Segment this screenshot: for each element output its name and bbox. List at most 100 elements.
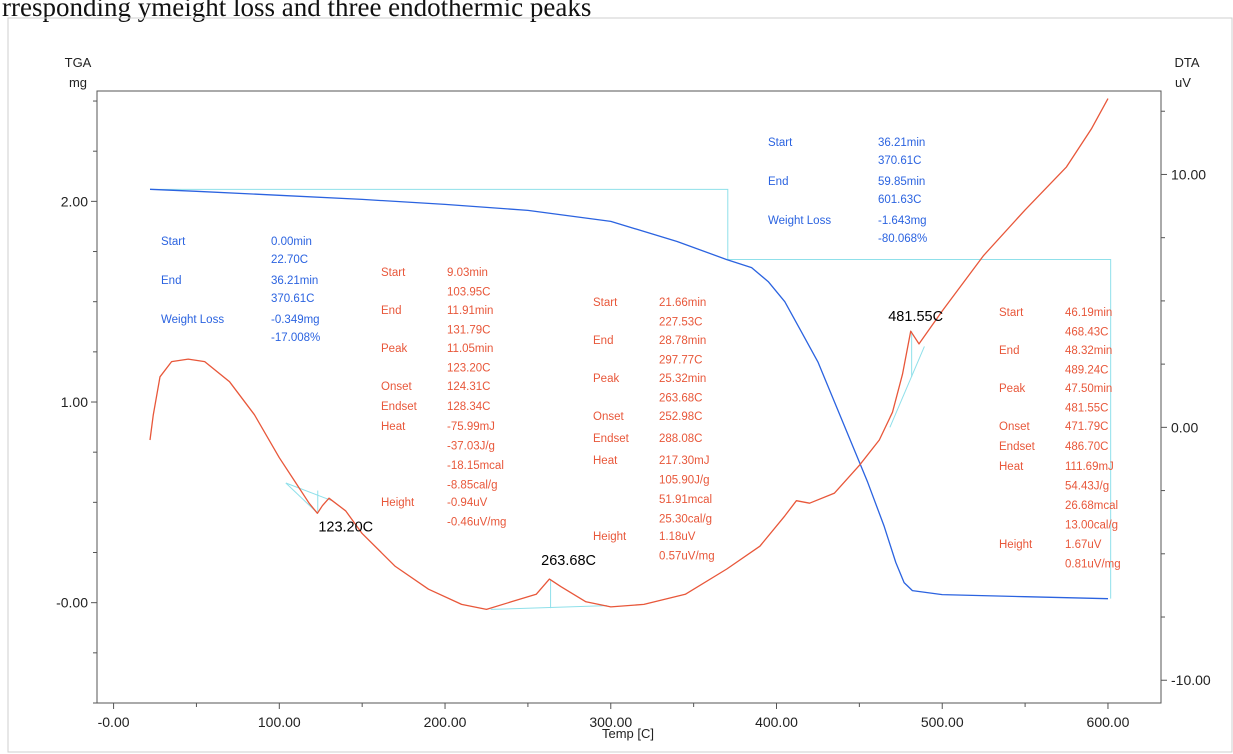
x-axis-label: Temp [C] (602, 726, 654, 741)
dta-curve (149, 98, 1109, 611)
dta-peak3-annotation-value: 489.24C (1065, 365, 1108, 377)
tga-step1-annotation-key: Weight Loss (161, 314, 224, 326)
dta-peak2-annotation-key: Heat (593, 455, 618, 467)
dta-peak1-annotation-key: End (381, 305, 401, 317)
dta-peak2-annotation-key: Onset (593, 411, 624, 423)
dta-peak3-annotation-key: Height (999, 539, 1033, 551)
tga-step1-annotation-value: 0.00min (271, 236, 312, 248)
tga-step2-annotation-key: End (768, 176, 788, 188)
peak-label: 263.68C (541, 553, 596, 569)
dta-peak1-baseline (285, 482, 333, 502)
dta-peak1-annotation-value: -75.99mJ (447, 421, 495, 433)
tga-step2-annotation-value: 59.85min (878, 176, 925, 188)
x-tick-label: 500.00 (921, 714, 964, 730)
y-left-label-unit: mg (69, 75, 87, 90)
x-tick-label: 300.00 (589, 714, 632, 730)
y-right-label-top: DTA (1174, 55, 1199, 70)
dta-peak1-annotation-value: -18.15mcal (447, 460, 504, 472)
dta-peak1-annotation-value: -0.94uV (447, 497, 488, 509)
dta-peak1-annotation-value: 11.05min (447, 343, 493, 355)
dta-peak1-annotation-key: Endset (381, 401, 418, 413)
tga-step1-bracket (150, 188, 729, 260)
dta-peak2-annotation-value: 105.90J/g (659, 475, 710, 487)
dta-peak1-annotation-key: Height (381, 497, 415, 509)
dta-peak3-baseline (889, 346, 925, 428)
dta-peak1-annotation-value: 11.91min (447, 305, 493, 317)
dta-peak3-annotation-key: End (999, 345, 1019, 357)
dta-peak3-annotation-key: Endset (999, 441, 1036, 453)
tga-step2-annotation-value: 601.63C (878, 194, 921, 206)
tga-step1-annotation-value: -0.349mg (271, 314, 320, 326)
tga-step1-annotation-value: 36.21min (271, 275, 318, 287)
dta-peak2-annotation-value: 252.98C (659, 411, 702, 423)
plot-area (96, 90, 1162, 704)
dta-peak3-annotation-value: 54.43J/g (1065, 481, 1109, 493)
tga-step2-bracket (727, 259, 1112, 599)
x-tick-label: 600.00 (1087, 714, 1130, 730)
dta-peak1-annotation-value: 128.34C (447, 401, 490, 413)
y-left-tick-label: 1.00 (61, 394, 88, 410)
dta-peak2-annotation-value: 0.57uV/mg (659, 551, 715, 563)
dta-peak3-annotation-value: 26.68mcal (1065, 500, 1118, 512)
tga-step1-annotation-value: 370.61C (271, 293, 314, 305)
dta-peak2-annotation-value: 217.30mJ (659, 455, 710, 467)
dta-peak1-annotation-value: 9.03min (447, 267, 488, 279)
dta-peak3-annotation-value: 13.00cal/g (1065, 520, 1118, 532)
dta-peak3-annotation-key: Peak (999, 383, 1025, 395)
tga-curve (149, 188, 1109, 600)
tga-step2-annotation-value: -80.068% (878, 233, 927, 245)
dta-peak3-annotation-value: 46.19min (1065, 307, 1112, 319)
tga-step1-annotation-value: 22.70C (271, 254, 308, 266)
dta-peak3-annotation-key: Onset (999, 421, 1030, 433)
dta-peak2-annotation-value: 288.08C (659, 433, 702, 445)
y-left-tick-label: 2.00 (61, 193, 88, 209)
tga-step2-annotation-key: Start (768, 137, 793, 149)
dta-peak1-annotation-value: 123.20C (447, 363, 490, 375)
dta-peak1-annotation-value: -8.85cal/g (447, 480, 498, 492)
dta-peak2-annotation-key: Height (593, 531, 627, 543)
caption-text: rresponding ymeight loss and three endot… (2, 0, 592, 22)
y-right-tick-label: 0.00 (1171, 419, 1198, 435)
tga-step2-annotation-key: Weight Loss (768, 215, 831, 227)
dta-peak2-baseline (490, 605, 608, 610)
dta-peak1-annotation-key: Start (381, 267, 406, 279)
dta-peak2-annotation-value: 1.18uV (659, 531, 696, 543)
x-tick-label: -0.00 (98, 714, 130, 730)
dta-peak2-annotation-value: 25.30cal/g (659, 514, 712, 526)
tga-step1-annotation-key: Start (161, 236, 186, 248)
peak-label: 481.55C (888, 309, 943, 325)
peak-label: 123.20C (318, 519, 373, 535)
dta-peak1-annotation-value: 124.31C (447, 381, 490, 393)
x-tick-label: 100.00 (258, 714, 301, 730)
x-tick-label: 400.00 (755, 714, 798, 730)
dta-peak2-annotation-key: Start (593, 297, 618, 309)
y-right-tick-label: -10.00 (1171, 672, 1211, 688)
dta-peak1-annotation-value: -0.46uV/mg (447, 517, 506, 529)
dta-peak2-annotation-value: 25.32min (659, 373, 706, 385)
dta-peak3-annotation-key: Start (999, 307, 1024, 319)
dta-peak2-annotation-value: 28.78min (659, 335, 706, 347)
dta-peak3-annotation-value: 468.43C (1065, 327, 1108, 339)
y-left-label-top: TGA (65, 55, 92, 70)
dta-peak1-annotation-value: -37.03J/g (447, 441, 495, 453)
dta-peak1-annotation-value: 131.79C (447, 325, 490, 337)
dta-peak1-annotation-value: 103.95C (447, 287, 490, 299)
dta-peak3-annotation-value: 1.67uV (1065, 539, 1102, 551)
dta-peak2-annotation-key: Endset (593, 433, 630, 445)
tga-step1-annotation-value: -17.008% (271, 332, 320, 344)
dta-peak2-annotation-value: 51.91mcal (659, 494, 712, 506)
dta-peak1-annotation-key: Heat (381, 421, 406, 433)
dta-peak2-annotation-value: 227.53C (659, 317, 702, 329)
dta-peak2-annotation-value: 297.77C (659, 355, 702, 367)
tga-step2-annotation-value: 370.61C (878, 155, 921, 167)
dta-peak3-annotation-value: 0.81uV/mg (1065, 559, 1121, 571)
dta-peak3-annotation-value: 481.55C (1065, 403, 1108, 415)
dta-peak2-annotation-value: 21.66min (659, 297, 706, 309)
dta-peak3-annotation-key: Heat (999, 461, 1024, 473)
dta-peak2-annotation-key: End (593, 335, 613, 347)
dta-peak3-annotation-value: 48.32min (1065, 345, 1112, 357)
y-left-tick-label: -0.00 (56, 595, 88, 611)
y-right-label-unit: uV (1175, 75, 1191, 90)
dta-peak3-annotation-value: 471.79C (1065, 421, 1108, 433)
